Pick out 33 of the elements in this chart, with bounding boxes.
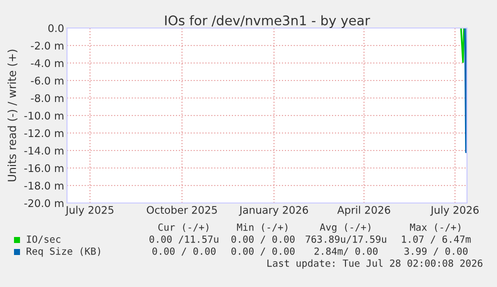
text: 0.00 /11.57u bbox=[150, 235, 218, 244]
y-tick-label: -4.0 m bbox=[30, 59, 64, 68]
text: 1.07 / 6.47m bbox=[402, 235, 471, 244]
y-axis-title: Units read (-) / write (+) bbox=[8, 50, 18, 182]
x-tick-label: July 2025 bbox=[65, 206, 114, 216]
text: 2.84m/ 0.00 bbox=[314, 247, 378, 256]
text: Last update: Tue Jul 28 02:00:08 2026 bbox=[267, 259, 482, 269]
y-tick-label: -8.0 m bbox=[30, 94, 64, 102]
text: 3.99 / 0.00 bbox=[404, 247, 468, 256]
y-tick-label: -10.0 m bbox=[24, 112, 64, 120]
chart-title: IOs for /dev/nvme3n1 - by year bbox=[165, 15, 370, 28]
y-tick-label: -18.0 m bbox=[24, 182, 64, 190]
text: Avg (-/+) bbox=[320, 223, 370, 233]
x-tick-label: October 2025 bbox=[146, 206, 217, 214]
y-tick-label: -20.0 m bbox=[24, 199, 64, 208]
text: Max (-/+) bbox=[410, 223, 460, 232]
text: 0.00 / 0.00 bbox=[231, 247, 295, 256]
x-tick-label: April 2026 bbox=[337, 206, 390, 216]
x-tick-label: July 2026 bbox=[430, 206, 479, 216]
text: Cur (-/+) bbox=[158, 223, 208, 232]
text: Min (-/+) bbox=[237, 223, 288, 232]
y-tick-label: -14.0 m bbox=[24, 146, 64, 155]
legend-label: Req Size (KB) bbox=[26, 247, 100, 257]
y-tick-label: -2.0 m bbox=[30, 42, 64, 50]
y-tick-label: -6.0 m bbox=[30, 76, 64, 85]
y-tick-label: 0.0 bbox=[48, 24, 64, 32]
text: 0.00 / 0.00 bbox=[231, 235, 295, 244]
text: 763.89u/17.59u bbox=[306, 235, 386, 244]
legend-label: IO/sec bbox=[26, 235, 60, 244]
x-tick-label: January 2026 bbox=[238, 206, 308, 216]
y-tick-label: -16.0 m bbox=[24, 164, 64, 172]
text: 0.00 / 0.00 bbox=[152, 247, 216, 256]
y-tick-label: -12.0 m bbox=[24, 129, 64, 138]
